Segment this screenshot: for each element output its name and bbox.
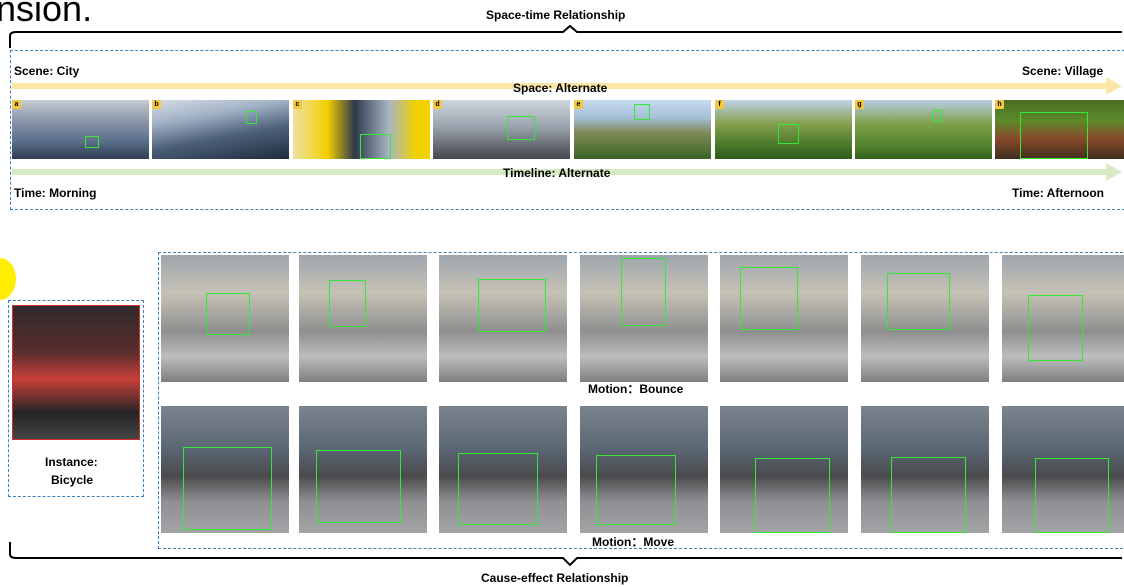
- bounce-frame-4: [580, 255, 708, 382]
- scene-right-label: Scene: Village: [1022, 64, 1104, 78]
- motion-move-label: Motion：Move: [592, 535, 674, 549]
- space-time-title: Space-time Relationship: [486, 8, 626, 22]
- instance-label-line2: Bicycle: [51, 473, 94, 487]
- bounding-box: [634, 104, 650, 120]
- frame-tag: e: [574, 100, 583, 109]
- frame-g: g: [855, 100, 992, 159]
- cause-effect-title: Cause-effect Relationship: [481, 571, 629, 585]
- bounding-box: [507, 116, 535, 140]
- bounding-box: [329, 280, 366, 327]
- bounce-frame-3: [439, 255, 567, 382]
- move-frame-4: [580, 406, 708, 533]
- time-left-label: Time: Morning: [14, 186, 97, 200]
- instance-image: [12, 305, 140, 440]
- frame-tag: h: [995, 100, 1004, 109]
- space-time-box: [10, 50, 1124, 210]
- bounding-box: [1020, 112, 1088, 159]
- timeline-label: Timeline: Alternate: [503, 166, 611, 180]
- bounding-box: [740, 267, 798, 330]
- bounding-box: [1035, 458, 1109, 533]
- frame-c: c: [293, 100, 430, 159]
- frame-h: h: [995, 100, 1124, 159]
- bounding-box: [458, 453, 538, 525]
- frame-tag: f: [715, 100, 724, 109]
- scene-left-label: Scene: City: [14, 64, 80, 78]
- space-arrow: [12, 83, 1108, 89]
- motion-bounce-label: Motion：Bounce: [588, 382, 684, 396]
- frame-f: f: [715, 100, 852, 159]
- timeline-arrow-head: [1106, 163, 1122, 181]
- bounding-box: [778, 124, 799, 144]
- bounding-box: [85, 136, 99, 148]
- bounce-frame-7: [1002, 255, 1124, 382]
- instance-label-line1: Instance:: [45, 455, 98, 469]
- bounding-box: [596, 455, 676, 525]
- frame-e: e: [574, 100, 711, 159]
- frame-tag: a: [12, 100, 21, 109]
- bounce-frame-1: [161, 255, 289, 382]
- frame-tag: c: [293, 100, 302, 109]
- bounding-box: [316, 450, 401, 523]
- bounding-box: [246, 111, 257, 124]
- bounding-box: [360, 134, 391, 159]
- bounding-box: [887, 273, 950, 330]
- move-frame-2: [299, 406, 427, 533]
- move-frame-1: [161, 406, 289, 533]
- bounce-frame-6: [861, 255, 989, 382]
- bounding-box: [891, 457, 966, 533]
- frame-a: a: [12, 100, 149, 159]
- move-frame-5: [720, 406, 848, 533]
- heading-fragment: nsion.: [0, 0, 93, 29]
- bounding-box: [183, 447, 272, 530]
- highlight-circle: [0, 258, 16, 300]
- bounce-frame-5: [720, 255, 848, 382]
- motion-box: [158, 252, 1124, 549]
- move-frame-3: [439, 406, 567, 533]
- bounding-box: [478, 279, 546, 332]
- frame-tag: g: [855, 100, 864, 109]
- bounce-frame-2: [299, 255, 427, 382]
- top-brace: [9, 24, 1122, 48]
- bounding-box: [621, 258, 666, 326]
- frame-d: d: [433, 100, 570, 159]
- frame-b: b: [152, 100, 289, 159]
- space-label: Space: Alternate: [513, 81, 608, 95]
- bounding-box: [933, 110, 942, 122]
- move-frame-7: [1002, 406, 1124, 533]
- space-arrow-head: [1106, 77, 1122, 95]
- bounding-box: [206, 293, 250, 335]
- bottom-brace: [9, 542, 1122, 567]
- bounding-box: [1028, 295, 1083, 361]
- instance-box: [8, 300, 144, 497]
- move-frame-6: [861, 406, 989, 533]
- frame-tag: d: [433, 100, 442, 109]
- bounding-box: [755, 458, 830, 533]
- time-right-label: Time: Afternoon: [1012, 186, 1104, 200]
- frame-tag: b: [152, 100, 161, 109]
- timeline-arrow: [12, 169, 1108, 175]
